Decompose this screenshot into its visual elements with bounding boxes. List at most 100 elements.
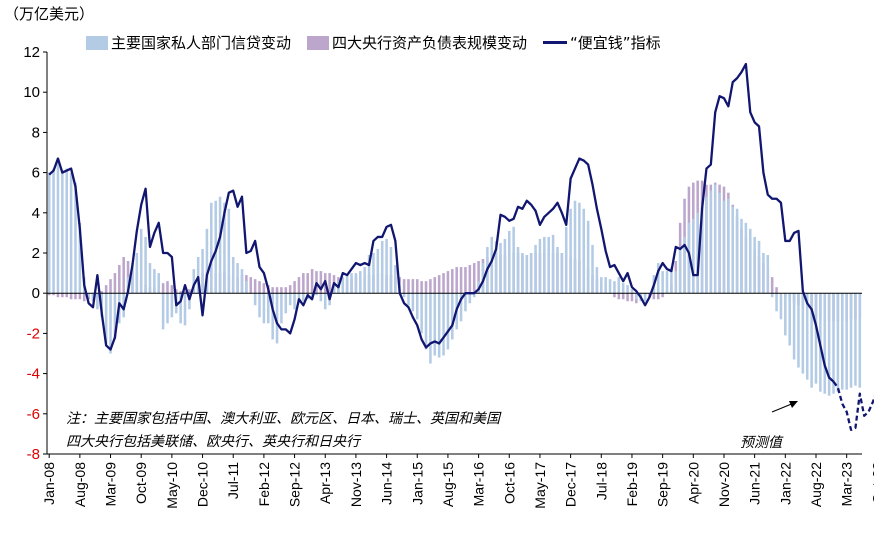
bar-private-credit xyxy=(805,293,809,380)
bar-cb-balance xyxy=(100,291,104,294)
x-tick-label: Mar-23 xyxy=(839,462,855,507)
bar-private-credit xyxy=(499,242,502,294)
y-tick-label: 10 xyxy=(23,84,40,101)
bar-private-credit xyxy=(490,236,494,294)
x-tick-label: Sep-12 xyxy=(287,462,303,507)
legend-item-private-credit: 主要国家私人部门信贷变动 xyxy=(86,32,291,53)
bar-private-credit xyxy=(858,293,862,388)
x-tick-label: Sep-19 xyxy=(655,462,671,507)
bar-private-credit xyxy=(96,293,99,310)
bar-private-credit xyxy=(231,257,235,294)
x-tick-label: Jul-11 xyxy=(225,462,241,499)
bar-private-credit xyxy=(521,253,524,294)
bar-private-credit xyxy=(451,293,454,340)
bar-cb-balance xyxy=(161,283,165,294)
bar-private-credit xyxy=(345,275,349,294)
bar-private-credit xyxy=(214,200,217,294)
bar-private-credit xyxy=(415,293,419,320)
bar-private-credit xyxy=(586,220,590,294)
bar-private-credit xyxy=(420,293,423,334)
bar-private-credit xyxy=(161,293,165,330)
legend-swatch-cheap-money xyxy=(543,41,568,44)
bar-private-credit xyxy=(394,265,397,294)
bar-cb-balance xyxy=(297,277,301,294)
x-tick-label: Jun-14 xyxy=(379,462,395,505)
bar-cb-balance xyxy=(183,291,187,294)
bar-private-credit xyxy=(621,283,625,294)
bar-private-credit xyxy=(113,293,117,340)
bar-private-credit xyxy=(718,192,721,294)
bar-private-credit xyxy=(372,253,375,294)
bar-private-credit xyxy=(569,208,572,294)
bar-private-credit xyxy=(411,293,415,312)
bar-cb-balance xyxy=(253,279,257,294)
bar-private-credit xyxy=(267,293,270,324)
bar-private-credit xyxy=(600,277,603,294)
bar-cb-balance xyxy=(284,287,288,294)
bar-private-credit xyxy=(157,273,160,294)
bar-cb-balance xyxy=(170,285,174,294)
y-tick-label: 0 xyxy=(32,285,40,302)
x-tick-label: Mar-16 xyxy=(471,462,487,507)
bar-cb-balance xyxy=(166,281,169,294)
bar-cb-balance xyxy=(477,261,480,294)
bar-private-credit xyxy=(227,208,231,294)
forecast-label: 预测值 xyxy=(740,435,782,451)
bar-private-credit xyxy=(275,293,279,344)
bar-private-credit xyxy=(380,240,384,294)
bar-cb-balance xyxy=(442,273,445,294)
x-tick-label: Aug-08 xyxy=(72,462,88,507)
x-tick-label: May-17 xyxy=(532,462,548,509)
x-tick-label: Apr-20 xyxy=(685,462,701,504)
bar-cb-balance xyxy=(52,293,55,296)
bar-private-credit xyxy=(591,244,594,294)
bar-cb-balance xyxy=(65,293,68,298)
bar-cb-balance xyxy=(770,277,774,294)
legend-item-cheap-money: “便宜钱”指标 xyxy=(543,32,661,53)
bar-private-credit xyxy=(188,293,191,310)
bar-private-credit xyxy=(153,269,156,294)
y-tick-label: 12 xyxy=(23,44,40,61)
bar-private-credit xyxy=(131,263,134,294)
bar-private-credit xyxy=(722,200,726,294)
x-tick-label: Oct-09 xyxy=(133,462,149,504)
x-tick-label: Oct-23 xyxy=(869,462,874,504)
bar-private-credit xyxy=(205,228,209,294)
bar-private-credit xyxy=(705,196,708,294)
bar-private-credit xyxy=(385,238,388,294)
bar-private-credit xyxy=(284,293,288,314)
bar-private-credit xyxy=(240,269,244,294)
bar-private-credit xyxy=(280,293,283,324)
bar-private-credit xyxy=(201,248,204,294)
bar-private-credit xyxy=(797,293,800,368)
bar-cb-balance xyxy=(306,273,309,294)
bar-private-credit xyxy=(74,182,77,294)
bar-private-credit xyxy=(744,222,748,294)
bar-private-credit xyxy=(512,226,515,294)
bar-private-credit xyxy=(139,228,143,294)
bar-cb-balance xyxy=(451,269,454,294)
legend-label-private-credit: 主要国家私人部门信贷变动 xyxy=(111,34,292,52)
bar-private-credit xyxy=(827,293,831,396)
bar-private-credit xyxy=(674,271,678,294)
bar-private-credit xyxy=(183,293,187,326)
bar-private-credit xyxy=(661,271,664,294)
bar-private-credit xyxy=(363,267,366,294)
bar-private-credit xyxy=(302,293,305,302)
bar-private-credit xyxy=(731,206,735,294)
bar-private-credit xyxy=(442,293,445,356)
bar-private-credit xyxy=(389,246,393,294)
bar-private-credit xyxy=(604,277,607,294)
bar-private-credit xyxy=(849,293,853,388)
bar-private-credit xyxy=(696,212,699,294)
bar-private-credit xyxy=(766,255,770,294)
bar-private-credit xyxy=(262,293,266,324)
bar-private-credit xyxy=(104,293,108,344)
bar-cb-balance xyxy=(433,277,437,294)
bar-cb-balance xyxy=(420,281,423,294)
bar-private-credit xyxy=(179,293,182,324)
bar-private-credit xyxy=(556,246,559,294)
bar-private-credit xyxy=(779,293,783,320)
bar-cb-balance xyxy=(626,293,629,302)
bar-private-credit xyxy=(529,253,533,294)
